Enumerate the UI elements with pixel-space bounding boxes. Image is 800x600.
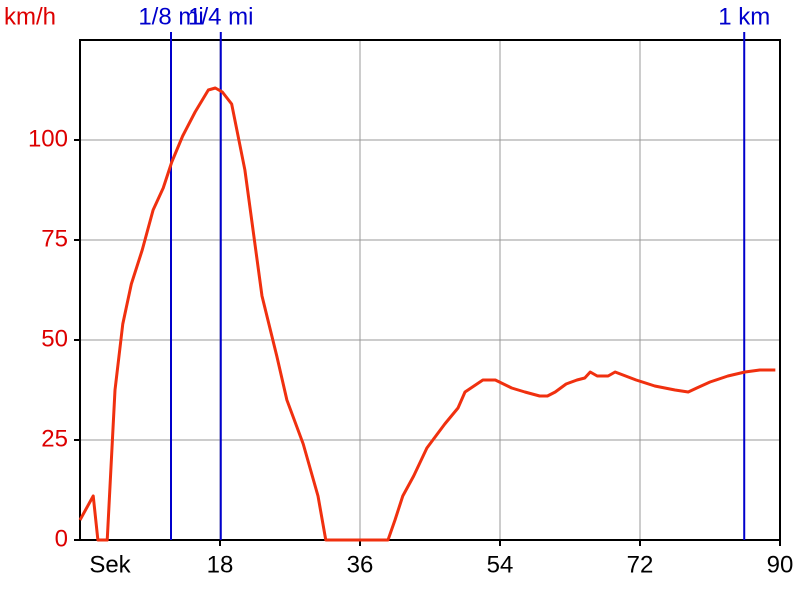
y-tick-label: 100	[28, 125, 68, 152]
speed-line	[78, 86, 776, 542]
x-tick-label: 90	[767, 551, 794, 578]
y-tick-label: 50	[41, 325, 68, 352]
distance-marker-label: 1 km	[718, 3, 770, 30]
y-tick-label: 0	[55, 525, 68, 552]
x-tick-label: 54	[487, 551, 514, 578]
y-tick-label: 25	[41, 425, 68, 452]
x-tick-label: 18	[207, 551, 234, 578]
distance-marker-label: 1/8 mi	[138, 3, 203, 30]
plot-frame	[79, 39, 781, 541]
y-axis-label: km/h	[4, 3, 56, 30]
x-tick-label: 72	[627, 551, 654, 578]
y-tick-label: 75	[41, 225, 68, 252]
x-axis-label: Sek	[89, 551, 131, 578]
x-tick-label: 36	[347, 551, 374, 578]
distance-marker-label: 1/4 mi	[188, 3, 253, 30]
